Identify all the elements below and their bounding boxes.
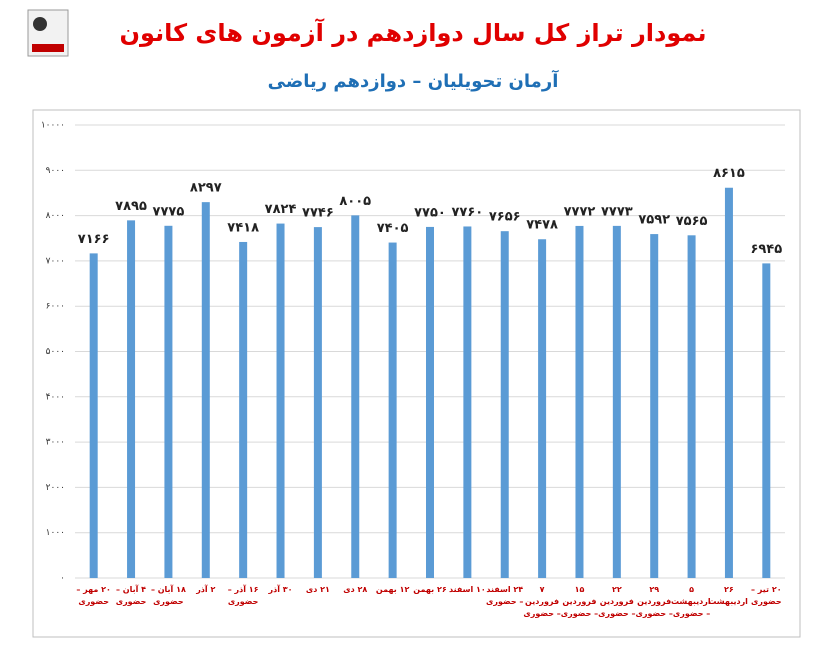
value-label: ۷۴۷۸ [526,218,558,233]
bar [89,253,98,579]
chart-frame [32,109,801,638]
bar [762,263,771,578]
value-label: ۷۷۷۵ [153,204,185,219]
value-label: ۷۴۰۵ [377,221,409,236]
y-tick-label: ۹۰۰۰ [46,166,65,176]
value-label: ۷۷۶۰ [451,205,483,220]
bar [724,187,733,579]
bar [388,242,397,578]
x-tick-label: ۲۶ اردیبهشت [708,585,748,606]
x-tick-label: ۵ اردیبهشت – حضوری [670,585,711,618]
y-tick-label: ۸۰۰۰ [46,211,65,221]
x-tick-label: ۲۴ اسفند – حضوری [486,585,524,606]
x-tick-label: ۲۹ فروردین – حضوری [635,585,673,618]
value-label: ۷۷۷۳ [601,204,633,219]
logo [27,9,69,57]
bar [463,226,472,579]
value-label: ۷۴۱۸ [227,220,259,235]
x-tick-label: ۲۶ بهمن [413,585,447,594]
value-label: ۷۷۴۶ [302,206,334,221]
chart-title: نمودار تراز کل سال دوازدهم در آزمون های … [120,18,707,47]
x-tick-label: ۲۱ دی [305,585,330,594]
value-label: ۶۹۴۵ [750,242,782,257]
y-tick-label: ۶۰۰۰ [46,302,65,312]
bar [313,227,322,578]
value-label: ۷۷۷۲ [564,204,596,219]
x-tick-label: ۳۰ آذر [268,585,293,594]
x-tick-label: ۱۲ بهمن [375,585,410,594]
value-label: ۷۸۹۵ [115,199,147,214]
value-label: ۷۸۲۴ [265,202,297,217]
value-label: ۷۵۹۲ [638,213,670,228]
bar [500,231,509,578]
bar [426,226,434,579]
y-tick-label: ۷۰۰۰ [46,256,65,266]
bar [127,220,136,578]
value-label: ۷۱۶۶ [78,232,110,247]
bar [538,239,547,579]
bar [164,225,173,579]
bar [351,215,360,578]
x-tick-label: ۱۶ آذر – حضوری [227,585,259,606]
x-tick-label: ۲ آذر [196,585,216,594]
bar [276,223,285,578]
bar [201,202,210,578]
chart-subtitle: آرمان تحویلیان – دوازدهم ریاضی [268,69,560,92]
y-tick-label: ۲۰۰۰ [46,483,65,493]
value-label: ۸۰۰۵ [339,194,371,209]
y-tick-label: ۵۰۰۰ [46,347,65,357]
x-tick-label: ۲۲ فروردین – حضوری [598,585,636,618]
x-tick-label: ۷ فروردین – حضوری [523,585,561,618]
x-tick-label: ۱۵ فروردین – حضوری [560,585,599,618]
bar [650,234,659,578]
y-tick-label: ۳۰۰۰ [46,438,65,448]
value-label: ۷۷۵۰ [414,205,446,220]
y-tick-label: ۰ [60,574,65,584]
y-tick-label: ۴۰۰۰ [46,392,65,402]
x-tick-label: ۲۸ دی [343,585,368,594]
bar [612,225,621,578]
value-label: ۸۶۱۵ [713,166,745,181]
x-tick-label: ۲۰ تیر – حضوری [751,585,782,606]
bar [687,235,696,579]
value-label: ۸۲۹۷ [190,181,222,196]
y-tick-label: ۱۰۰۰ [46,528,65,538]
bar [239,241,248,578]
x-tick-label: ۴ آبان – حضوری [115,585,147,606]
value-label: ۷۵۶۵ [676,214,708,229]
x-tick-label: ۱۸ آبان – حضوری [150,585,186,606]
x-tick-label: ۲۰ مهر – حضوری [76,585,111,606]
x-tick-label: ۱۰ اسفند [448,585,486,594]
bar [575,225,584,578]
value-label: ۷۶۵۶ [489,210,521,225]
y-tick-label: ۱۰۰۰۰ [41,121,65,131]
